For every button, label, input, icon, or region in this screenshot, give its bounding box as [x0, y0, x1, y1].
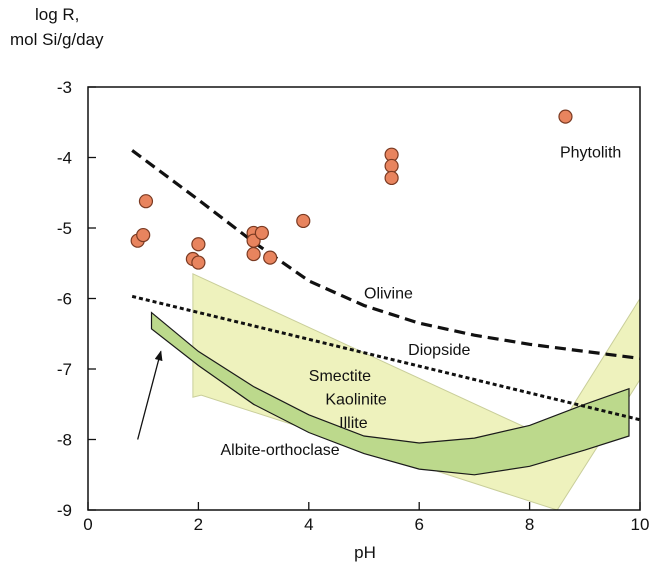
- x-tick-label-2: 2: [194, 515, 203, 534]
- label-phytolith: Phytolith: [560, 145, 621, 162]
- label-illite: Illite: [339, 415, 368, 432]
- phytolith-point-1: [136, 227, 151, 243]
- y-tick-label--9: -9: [57, 501, 72, 520]
- y-tick-label--3: -3: [57, 78, 72, 97]
- label-diopside: Diopside: [408, 342, 470, 359]
- label-albite-orthoclase: Albite-orthoclase: [220, 442, 339, 459]
- phytolith-point-5: [191, 255, 206, 270]
- x-tick-label-6: 6: [414, 515, 423, 534]
- y-tick-label--6: -6: [57, 290, 72, 309]
- y-tick-label--4: -4: [57, 149, 72, 168]
- y-tick-label--5: -5: [57, 219, 72, 238]
- phytolith-point-4: [191, 237, 206, 252]
- y-tick-label--8: -8: [57, 431, 72, 450]
- x-axis-title: pH: [354, 543, 376, 562]
- phytolith-point-14: [384, 170, 399, 186]
- phytolith-point-9: [254, 225, 269, 241]
- phytolith-point-8: [246, 246, 261, 262]
- x-axis: 0 2 4 6 8 10: [83, 502, 649, 534]
- diopside-line: [131, 294, 641, 422]
- x-tick-label-8: 8: [525, 515, 534, 534]
- label-smectite: Smectite: [309, 368, 371, 385]
- phytolith-point-13: [384, 158, 399, 174]
- phytolith-points: [130, 109, 573, 270]
- phytolith-point-11: [296, 213, 311, 229]
- label-olivine: Olivine: [364, 286, 413, 303]
- y-axis: -3 -4 -5 -6 -7 -8 -9: [57, 78, 96, 520]
- x-tick-label-10: 10: [631, 515, 650, 534]
- phytolith-point-2: [138, 194, 154, 209]
- x-tick-label-0: 0: [83, 515, 92, 534]
- phytolith-point-10: [263, 250, 278, 265]
- albite-orthoclase-arrow: [137, 350, 163, 440]
- y-axis-title-line2: mol Si/g/day: [10, 30, 104, 49]
- y-axis-title-line1: log R,: [35, 5, 79, 24]
- olivine-curve: [131, 149, 641, 360]
- label-kaolinite: Kaolinite: [325, 391, 386, 408]
- y-tick-label--7: -7: [57, 360, 72, 379]
- x-tick-label-4: 4: [304, 515, 313, 534]
- phytolith-point-15: [558, 109, 573, 124]
- albite-orthoclase-band: [150, 311, 630, 476]
